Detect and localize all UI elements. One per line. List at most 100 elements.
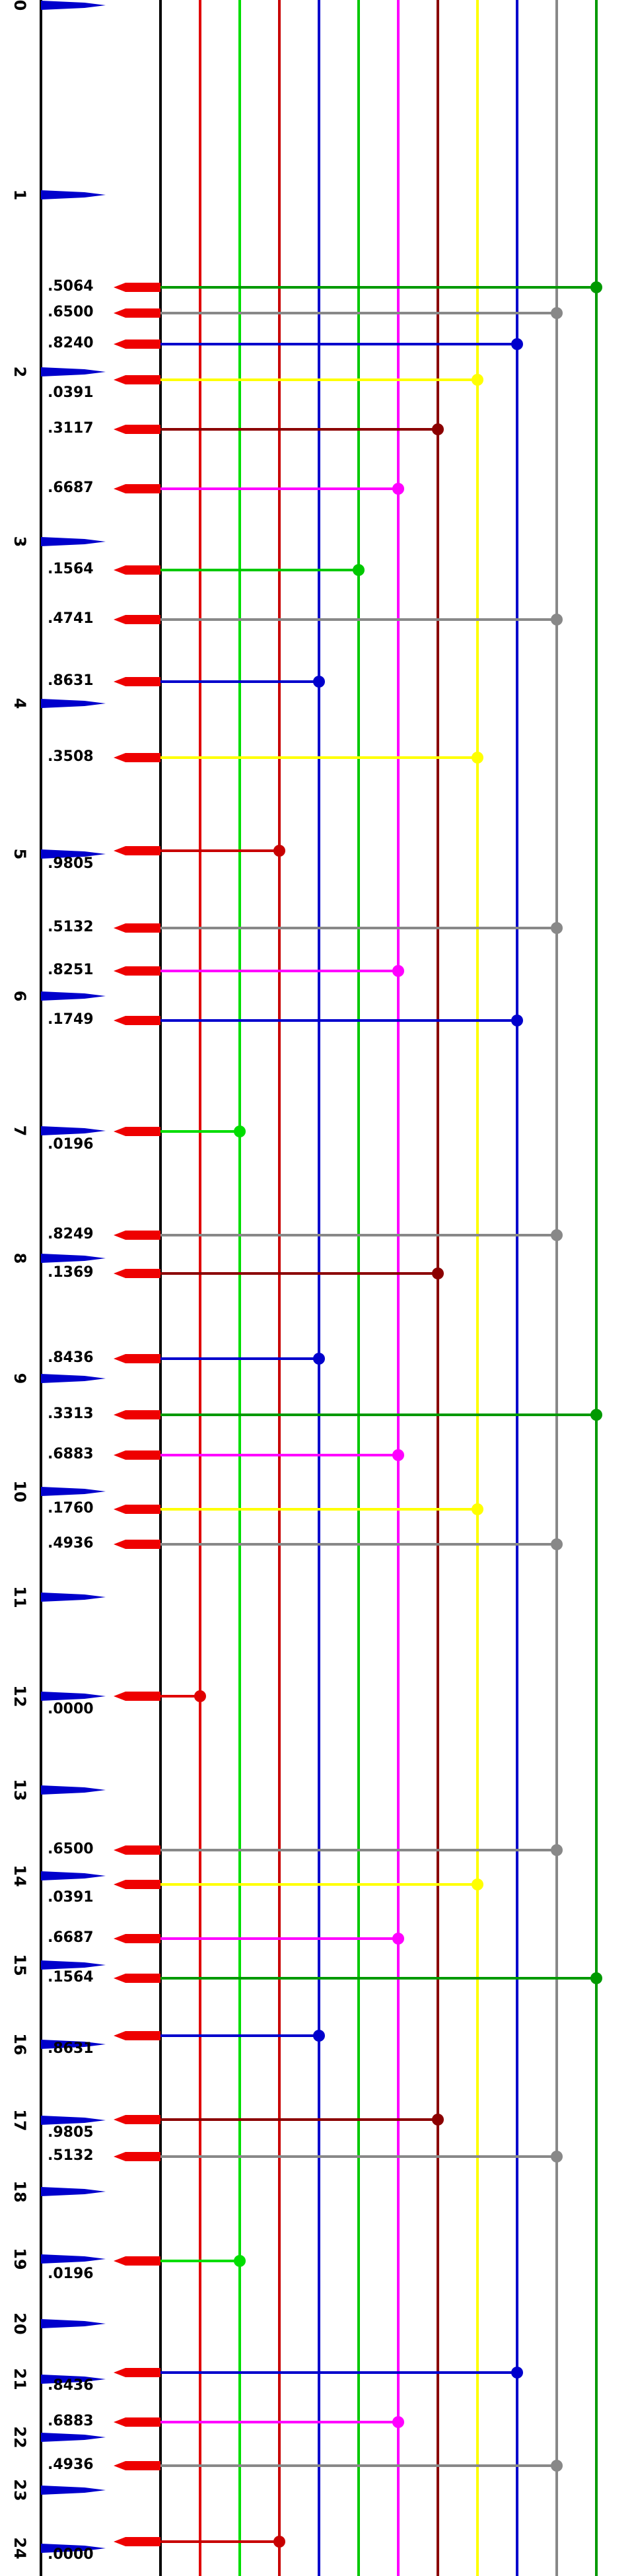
event-marker <box>114 375 160 384</box>
event-marker <box>114 2537 160 2546</box>
axis-tick-marker <box>41 1374 106 1383</box>
connection-dot <box>590 1409 602 1421</box>
connection-dot <box>234 1126 246 1137</box>
axis-tick-label: 14 <box>11 1865 29 1886</box>
connection-dot <box>551 922 563 934</box>
connection-value-label: .3117 <box>48 420 94 437</box>
connection-value-label: .8631 <box>48 672 94 689</box>
event-marker <box>114 1974 160 1983</box>
axis-tick-label: 0 <box>11 0 29 11</box>
axis-tick-label: 11 <box>11 1586 29 1608</box>
connection-value-label: .4936 <box>48 1535 94 1552</box>
axis-tick-marker <box>41 991 106 1001</box>
connection-dot <box>392 483 404 495</box>
connection-value-label: .1564 <box>48 561 94 577</box>
connection-value-label: .6687 <box>48 480 94 496</box>
axis-tick-label: 19 <box>11 2248 29 2270</box>
connection-value-label: .5064 <box>48 278 94 295</box>
connection-dot <box>234 2255 246 2267</box>
event-marker <box>114 1934 160 1943</box>
connection-value-label: .3313 <box>48 1406 94 1422</box>
event-marker <box>114 846 160 855</box>
axis-tick-marker <box>41 2040 106 2049</box>
connection-dot <box>392 1449 404 1461</box>
connection-dot <box>432 1268 444 1279</box>
connection-value-label: .4936 <box>48 2456 94 2473</box>
event-marker <box>114 340 160 349</box>
connection-value-label: .8436 <box>48 2377 94 2394</box>
event-marker <box>114 283 160 292</box>
axis-tick-label: 5 <box>11 849 29 860</box>
connection-dot <box>392 2416 404 2428</box>
axis-tick-marker <box>41 537 106 546</box>
connection-value-label: .1564 <box>48 1969 94 1986</box>
connection-dot <box>551 1844 563 1856</box>
event-marker <box>114 966 160 976</box>
axis-tick-marker <box>41 849 106 859</box>
axis-tick-label: 21 <box>11 2368 29 2390</box>
connection-value-label: .9805 <box>48 2124 94 2141</box>
track-lines <box>199 0 598 2576</box>
axis-tick-marker <box>41 2544 106 2553</box>
axis-tick-marker <box>41 190 106 199</box>
event-marker <box>114 2256 160 2266</box>
connection-value-label: .6500 <box>48 304 94 320</box>
event-marker <box>114 425 160 434</box>
connection-value-label: .6883 <box>48 1446 94 1462</box>
axis-tick-marker <box>41 1785 106 1795</box>
connection-value-label: .0196 <box>48 1136 94 1153</box>
axis-tick-marker <box>41 2116 106 2125</box>
connection-dot <box>313 676 325 688</box>
axis-tick-marker <box>41 1254 106 1263</box>
connection-value-label: .1760 <box>48 1500 94 1517</box>
event-marker <box>114 1540 160 1549</box>
axis-tick-label: 13 <box>11 1779 29 1801</box>
connection-dot <box>551 614 563 626</box>
event-marker <box>114 1845 160 1855</box>
connection-value-label: .8249 <box>48 1226 94 1242</box>
connection-value-label: .0000 <box>48 1701 94 1717</box>
axis-tick-marker <box>41 1487 106 1496</box>
event-marker <box>114 1016 160 1025</box>
connection-value-label: .8631 <box>48 2040 94 2057</box>
event-marker <box>114 2152 160 2161</box>
event-marker <box>114 565 160 575</box>
axis-tick-label: 2 <box>11 367 29 378</box>
event-marker <box>114 677 160 686</box>
axis-tick-label: 10 <box>11 1480 29 1502</box>
event-marker <box>114 308 160 318</box>
connection-value-label: .8436 <box>48 1349 94 1366</box>
connection-dot <box>392 965 404 977</box>
connection-dot <box>472 1878 483 1890</box>
connection-value-label: .1369 <box>48 1264 94 1281</box>
connection-value-label: .8240 <box>48 335 94 351</box>
event-marker <box>114 1231 160 1240</box>
connection-value-label: .5132 <box>48 919 94 935</box>
axis-tick-marker <box>41 1871 106 1880</box>
axis-tick-marker <box>41 1126 106 1135</box>
event-marker <box>114 2368 160 2377</box>
event-marker <box>114 2115 160 2124</box>
axis-tick-marker <box>41 367 106 376</box>
connection-value-label: .8251 <box>48 962 94 978</box>
event-marker <box>114 1354 160 1363</box>
connection-dot <box>353 564 365 576</box>
connection-value-label: .0000 <box>48 2546 94 2563</box>
axis-tick-label: 9 <box>11 1373 29 1384</box>
axis-tick-marker <box>41 1 106 10</box>
connection-dot <box>472 374 483 386</box>
axis-tick-label: 4 <box>11 698 29 709</box>
axis-tick-marker <box>41 2486 106 2495</box>
connection-dot <box>590 1972 602 1984</box>
connection-dot <box>551 2151 563 2163</box>
connection-value-label: .6687 <box>48 1929 94 1946</box>
connection-value-label: .6500 <box>48 1841 94 1857</box>
connection-dot <box>472 752 483 764</box>
connection-dot <box>432 423 444 435</box>
event-marker <box>114 615 160 624</box>
axis-tick-label: 15 <box>11 1954 29 1976</box>
axis-tick-marker <box>41 1692 106 1701</box>
connection-dot <box>511 2367 523 2379</box>
connection-dot <box>392 1933 404 1945</box>
